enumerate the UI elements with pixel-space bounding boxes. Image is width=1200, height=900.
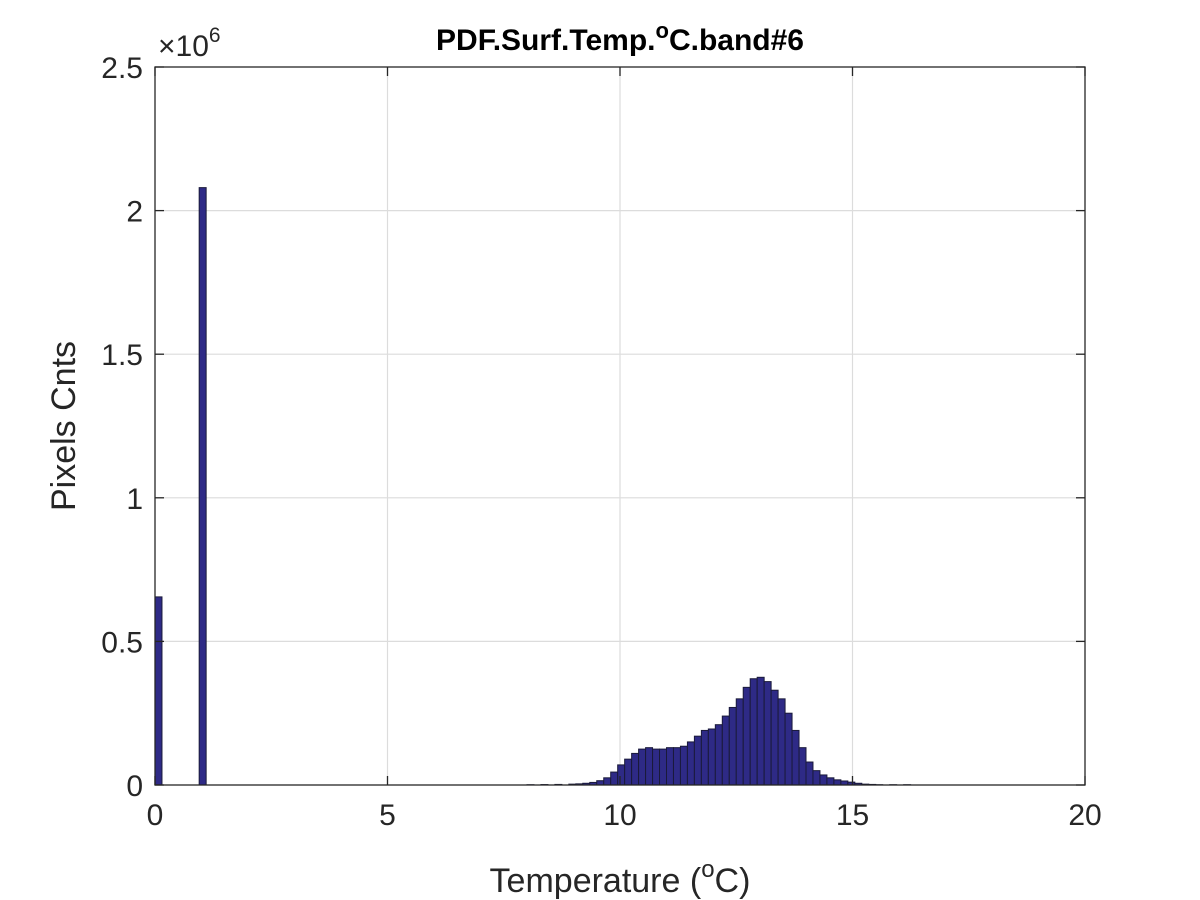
histogram-bar bbox=[679, 745, 688, 786]
x-tick-label: 10 bbox=[603, 799, 636, 832]
y-exponent-label: ×106 bbox=[158, 24, 221, 63]
histogram-bar bbox=[714, 724, 723, 786]
histogram-bar bbox=[833, 779, 842, 786]
histogram-bar bbox=[819, 774, 828, 786]
axis-ticks bbox=[154, 66, 1086, 786]
histogram-bar bbox=[728, 706, 737, 786]
histogram-bar bbox=[805, 761, 814, 786]
histogram-bar bbox=[707, 728, 716, 786]
histogram-bar bbox=[603, 777, 612, 786]
y-exponent-base: ×10 bbox=[158, 30, 209, 63]
histogram-bar bbox=[154, 596, 163, 786]
histogram-bar bbox=[798, 747, 807, 786]
histogram-bar bbox=[659, 748, 668, 786]
histogram-bar bbox=[617, 764, 626, 786]
y-tick-label: 0.5 bbox=[101, 626, 143, 659]
histogram-bar bbox=[721, 715, 730, 786]
x-tick-label: 20 bbox=[1068, 799, 1101, 832]
histogram-bar bbox=[777, 698, 786, 786]
histogram-bar bbox=[652, 748, 661, 786]
histogram-bar bbox=[791, 729, 800, 786]
histogram-bar bbox=[826, 777, 835, 786]
x-tick-label: 15 bbox=[836, 799, 869, 832]
x-tick-labels: 0 5 10 15 20 bbox=[147, 799, 1102, 832]
histogram-bar bbox=[198, 187, 207, 786]
histogram-bar bbox=[784, 712, 793, 786]
histogram-bar bbox=[631, 752, 640, 786]
y-axis-label: Pixels Cnts bbox=[45, 341, 83, 511]
grid-lines bbox=[155, 67, 1085, 785]
histogram-bar bbox=[686, 741, 695, 786]
chart-title-tail: C.band#6 bbox=[669, 24, 804, 57]
chart-title-superscript: o bbox=[655, 18, 668, 43]
y-tick-label: 0 bbox=[126, 770, 143, 803]
y-tick-label: 2 bbox=[126, 196, 143, 229]
chart-title-main: PDF.Surf.Temp. bbox=[436, 24, 655, 57]
x-axis-label-tail: C) bbox=[715, 862, 751, 900]
x-axis-label: Temperature (oC) bbox=[490, 856, 751, 900]
histogram-bar bbox=[756, 676, 765, 786]
y-tick-label: 2.5 bbox=[101, 52, 143, 85]
histogram-bar bbox=[693, 735, 702, 786]
histogram-bar bbox=[812, 770, 821, 786]
y-tick-label: 1.5 bbox=[101, 339, 143, 372]
histogram-bar bbox=[742, 686, 751, 786]
histogram-bar bbox=[763, 681, 772, 786]
x-tick-label: 5 bbox=[379, 799, 396, 832]
histogram-bar bbox=[770, 689, 779, 786]
histogram-bar bbox=[638, 748, 647, 786]
histogram-bar bbox=[624, 758, 633, 786]
histogram-bar bbox=[672, 747, 681, 786]
histogram-bar bbox=[700, 729, 709, 786]
x-tick-label: 0 bbox=[147, 799, 164, 832]
x-axis-label-main: Temperature ( bbox=[490, 862, 702, 900]
histogram-bar bbox=[749, 678, 758, 786]
x-axis-label-superscript: o bbox=[701, 856, 714, 883]
chart-title: PDF.Surf.Temp.oC.band#6 bbox=[436, 18, 804, 57]
y-tick-labels: 0 0.5 1 1.5 2 2.5 bbox=[101, 52, 143, 803]
histogram-bar bbox=[645, 747, 654, 786]
histogram-bar bbox=[610, 771, 619, 786]
y-tick-label: 1 bbox=[126, 483, 143, 516]
y-exponent-power: 6 bbox=[209, 24, 221, 47]
histogram-bar bbox=[735, 698, 744, 786]
histogram-bar bbox=[666, 747, 674, 786]
